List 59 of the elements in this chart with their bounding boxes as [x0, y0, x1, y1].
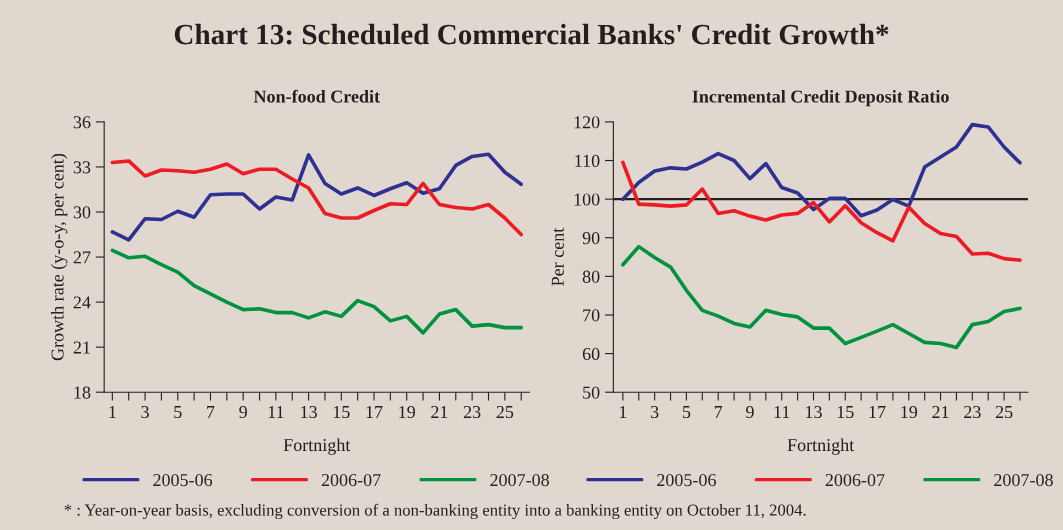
x-tick-label: 17	[366, 406, 383, 418]
legend-label: 2005-06	[657, 473, 716, 487]
y-tick-label: 90	[582, 232, 600, 245]
x-tick-label: 9	[746, 405, 754, 419]
chart-title: Non-food Credit	[253, 89, 380, 103]
x-tick-label: 25	[995, 405, 1013, 419]
x-tick-label: 9	[239, 405, 247, 419]
x-tick-label: 23	[964, 405, 981, 419]
line-series	[621, 122, 1022, 218]
x-tick-label: 7	[714, 406, 723, 418]
x-tick-label: 23	[463, 405, 481, 419]
x-tick-label: 25	[496, 405, 514, 419]
y-tick-label: 27	[73, 251, 91, 264]
y-tick-label: 24	[73, 296, 91, 309]
caption: Chart 13: Scheduled Commercial Banks' Credit Growth*	[174, 23, 889, 45]
x-tick-label: 19	[901, 405, 918, 419]
y-tick-label: 60	[582, 347, 600, 361]
legend-label: 2006-07	[825, 473, 885, 487]
line-series	[621, 244, 1022, 350]
x-tick-label: 11	[774, 406, 790, 418]
line-series	[621, 160, 1022, 262]
y-tick-label: 80	[582, 270, 600, 283]
x-tick-label: 3	[141, 405, 149, 419]
x-tick-label: 11	[268, 406, 284, 418]
legend-label: 2007-08	[994, 473, 1053, 487]
y-tick-label: 33	[73, 161, 91, 174]
x-tick-label: 21	[932, 405, 949, 418]
text: * : Year-on-year basis, excluding conversion of a non-banking entity into a banking entity on October 11, 2004.	[64, 503, 806, 520]
y-tick-label: 110	[575, 154, 600, 167]
legend-label: 2007-08	[490, 473, 549, 487]
x-axis-title: Fortnight	[283, 438, 351, 455]
x-tick-label: 21	[431, 405, 448, 418]
legend-label: 2006-07	[321, 473, 381, 487]
y-tick-label: 70	[583, 309, 600, 322]
x-tick-label: 15	[837, 406, 854, 419]
line-series	[110, 248, 524, 335]
y-tick-label: 21	[73, 341, 90, 354]
y-tick-label: 100	[574, 193, 600, 206]
x-tick-label: 13	[806, 405, 822, 419]
x-tick-label: 13	[301, 405, 317, 419]
x-axis-title: Fortnight	[787, 438, 855, 455]
chart-title: Incremental Credit Deposit Ratio	[692, 89, 949, 107]
x-tick-label: 7	[207, 406, 215, 418]
x-tick-label: 5	[682, 406, 691, 419]
x-tick-label: 3	[651, 405, 659, 419]
y-tick-label: 30	[73, 206, 91, 219]
x-tick-label: 5	[174, 406, 182, 419]
y-tick-label: 120	[574, 116, 600, 129]
y-axis-title: Growth rate (y-o-y, per cent)	[50, 153, 68, 361]
y-tick-label: 36	[73, 116, 91, 129]
y-tick-label: 50	[583, 386, 600, 399]
legend-label: 2005-06	[153, 473, 213, 487]
x-tick-label: 1	[619, 406, 627, 418]
x-tick-label: 1	[109, 406, 116, 418]
x-tick-label: 19	[399, 405, 416, 419]
x-tick-label: 15	[333, 406, 350, 419]
y-tick-label: 18	[74, 386, 91, 399]
y-axis-title: Per cent	[551, 227, 564, 286]
x-tick-label: 17	[869, 406, 886, 418]
